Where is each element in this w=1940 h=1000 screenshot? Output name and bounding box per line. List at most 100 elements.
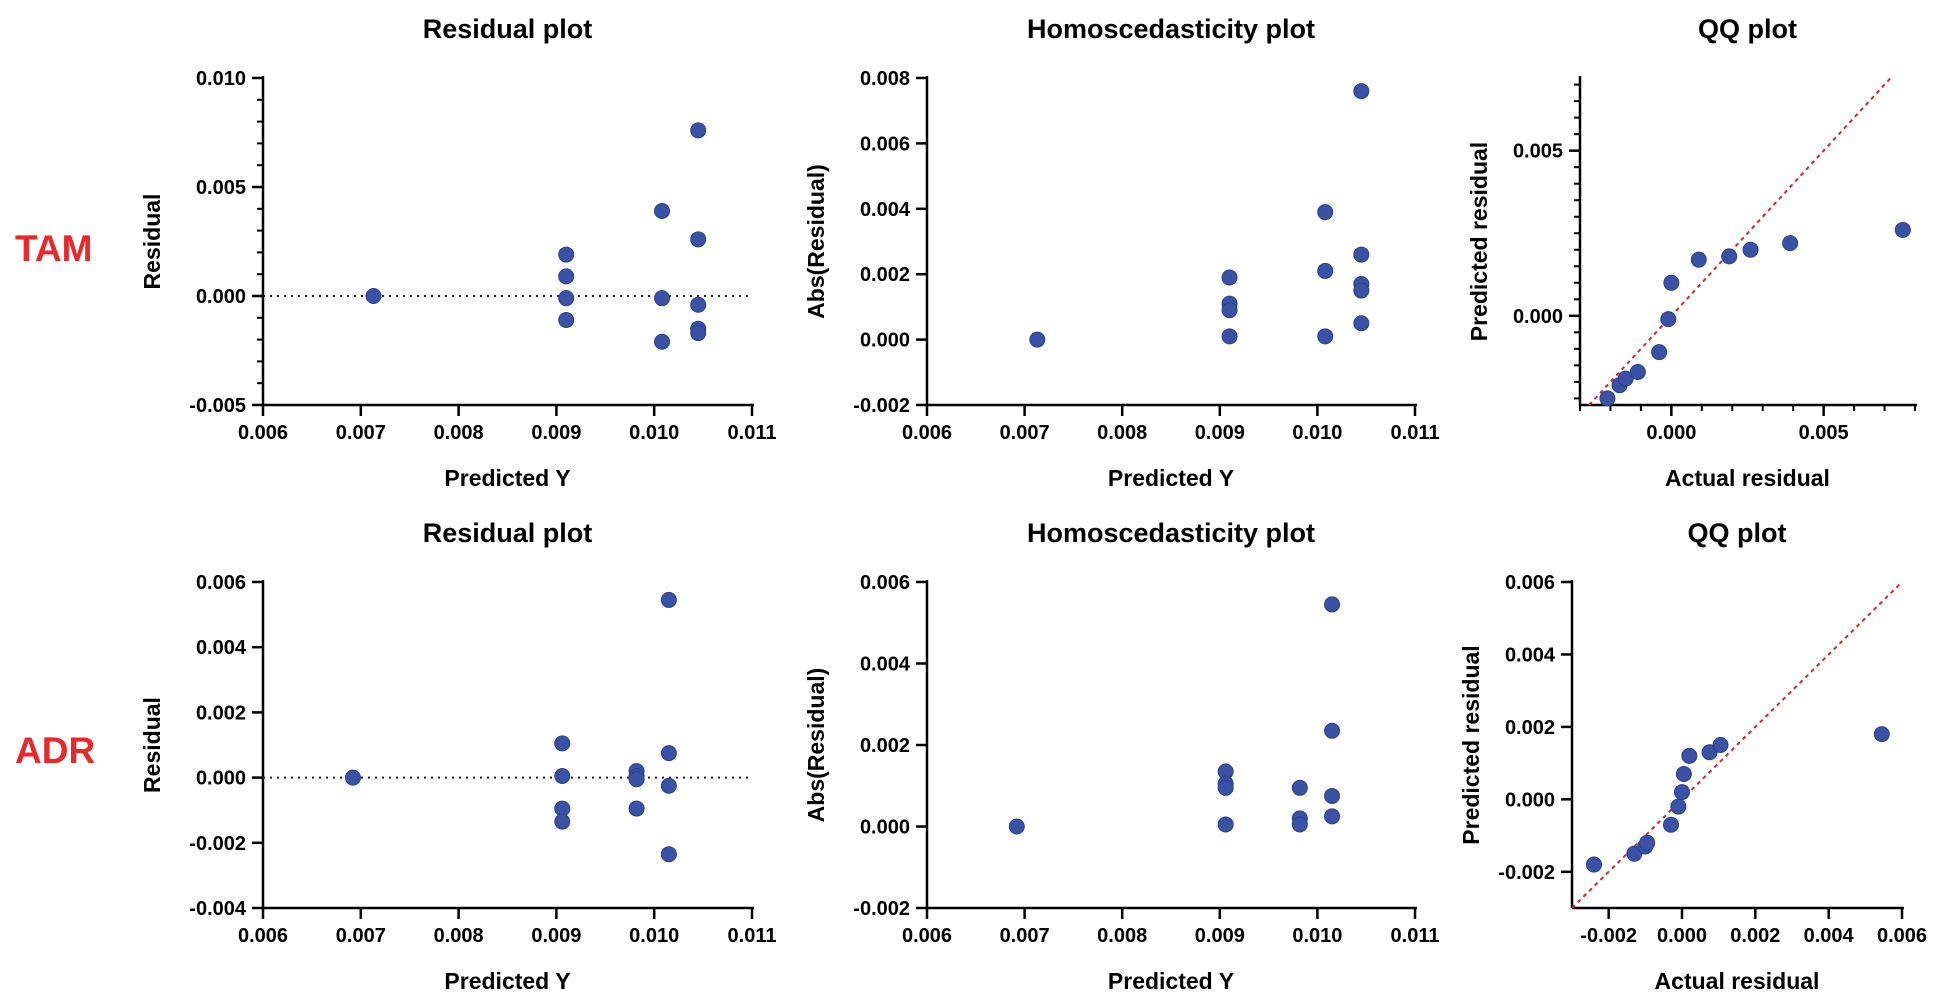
x-tick-label: 0.009 [1195, 925, 1245, 947]
chart-title: Homoscedasticity plot [1027, 518, 1315, 548]
panel-adr-1: Residual plot Predicted Y Residual 0.006 0.0… [139, 518, 776, 994]
panel-tam-1: Residual plot Predicted Y Residual 0.006 0.0… [139, 14, 776, 491]
y-tick-label: 0.006 [1505, 572, 1555, 594]
y-tick-label: 0.004 [1505, 644, 1556, 666]
x-axis-label: Predicted Y [444, 465, 570, 491]
data-point [1782, 235, 1799, 252]
panel-tam-2: Homoscedasticity plot Predicted Y Abs(Resi… [803, 14, 1439, 491]
x-tick-label: 0.008 [434, 422, 484, 444]
data-point [1721, 248, 1738, 265]
data-point [1291, 816, 1308, 833]
data-point [1690, 251, 1707, 268]
data-point [1712, 737, 1729, 753]
x-tick-label: 0.011 [1391, 925, 1440, 947]
data-point [690, 122, 707, 139]
y-tick-label: 0.006 [196, 572, 246, 594]
x-tick-label: 0.007 [1000, 422, 1050, 444]
tam-row-label: TAM [15, 228, 93, 269]
data-point [628, 800, 645, 817]
y-tick-label: 0.000 [1513, 306, 1563, 328]
x-axis-label: Predicted Y [1108, 968, 1234, 994]
data-point [1617, 370, 1634, 387]
data-point [1217, 816, 1234, 833]
data-point [1670, 798, 1687, 815]
data-point [690, 231, 707, 248]
y-tick-label: -0.002 [853, 898, 910, 920]
data-point [1626, 845, 1643, 862]
x-tick-label: 0.009 [1195, 422, 1245, 444]
x-tick-label: 0.006 [1877, 925, 1927, 947]
x-tick-label: 0.008 [434, 925, 484, 947]
y-tick-label: 0.004 [196, 637, 247, 659]
data-point [1894, 221, 1911, 238]
data-point [1221, 269, 1238, 286]
y-axis-label: Abs(Residual) [803, 164, 829, 319]
y-tick-label: 0.006 [860, 133, 910, 155]
data-point [660, 846, 677, 863]
x-tick-label: 0.006 [902, 925, 952, 947]
panel-adr-2: Homoscedasticity plot Predicted Y Abs(Resi… [803, 518, 1439, 994]
x-tick-label: 0.007 [1000, 925, 1050, 947]
data-point [1663, 274, 1680, 291]
y-tick-label: 0.000 [196, 286, 246, 308]
data-point [1599, 390, 1616, 407]
data-point [1324, 596, 1341, 613]
x-axis-label: Predicted Y [444, 968, 570, 994]
identity-reference-line [1571, 581, 1903, 909]
x-tick-label: 0.009 [531, 925, 581, 947]
data-point [558, 311, 575, 328]
data-point [654, 202, 671, 219]
x-tick-label: 0.011 [728, 925, 777, 947]
data-point [1029, 331, 1046, 348]
y-axis-label: Abs(Residual) [803, 668, 829, 823]
y-tick-label: 0.000 [196, 768, 246, 790]
y-axis-label: Residual [139, 194, 165, 290]
x-tick-label: 0.010 [1292, 925, 1342, 947]
x-tick-label: 0.011 [1391, 422, 1440, 444]
x-axis-label: Actual residual [1655, 968, 1820, 994]
y-tick-label: 0.004 [860, 654, 911, 676]
data-point [1324, 787, 1341, 804]
data-point [1221, 302, 1238, 319]
data-point [1324, 722, 1341, 739]
data-point [1586, 856, 1602, 873]
panel-tam-3: QQ plot Actual residual Predicted residual… [1466, 14, 1917, 491]
y-tick-label: 0.002 [860, 264, 910, 286]
data-point [1353, 282, 1370, 299]
y-tick-label: 0.002 [860, 735, 910, 757]
data-point [1660, 311, 1677, 328]
data-point [1629, 363, 1646, 380]
data-point [1674, 784, 1690, 801]
x-tick-label: 0.004 [1804, 925, 1855, 947]
y-tick-label: 0.002 [1505, 717, 1555, 739]
data-point [1324, 808, 1341, 825]
data-point [1701, 744, 1718, 761]
y-tick-label: -0.005 [189, 395, 246, 417]
y-tick-label: 0.006 [860, 572, 910, 594]
data-point [554, 767, 571, 784]
x-tick-label: 0.002 [1730, 925, 1780, 947]
data-point [554, 735, 571, 752]
data-point [558, 268, 575, 285]
y-tick-label: 0.000 [860, 817, 910, 839]
y-tick-label: 0.005 [196, 177, 246, 199]
x-tick-label: 0.010 [629, 925, 679, 947]
x-tick-label: 0.007 [336, 925, 386, 947]
y-tick-label: 0.004 [860, 199, 911, 221]
x-tick-label: 0.009 [531, 422, 581, 444]
data-point [660, 777, 677, 794]
data-point [1317, 262, 1334, 279]
data-point [1742, 241, 1759, 258]
y-tick-label: 0.000 [1505, 789, 1555, 811]
data-point [1353, 315, 1370, 332]
panel-adr-3: QQ plot Actual residual Predicted residual… [1458, 518, 1927, 994]
x-tick-label: 0.006 [238, 422, 288, 444]
data-point [1651, 344, 1668, 361]
y-tick-label: 0.008 [860, 68, 910, 90]
data-point [690, 325, 707, 342]
data-point [1663, 816, 1679, 833]
data-point [1675, 765, 1692, 782]
x-tick-label: 0.005 [1799, 422, 1849, 444]
adr-row-label: ADR [15, 730, 96, 771]
